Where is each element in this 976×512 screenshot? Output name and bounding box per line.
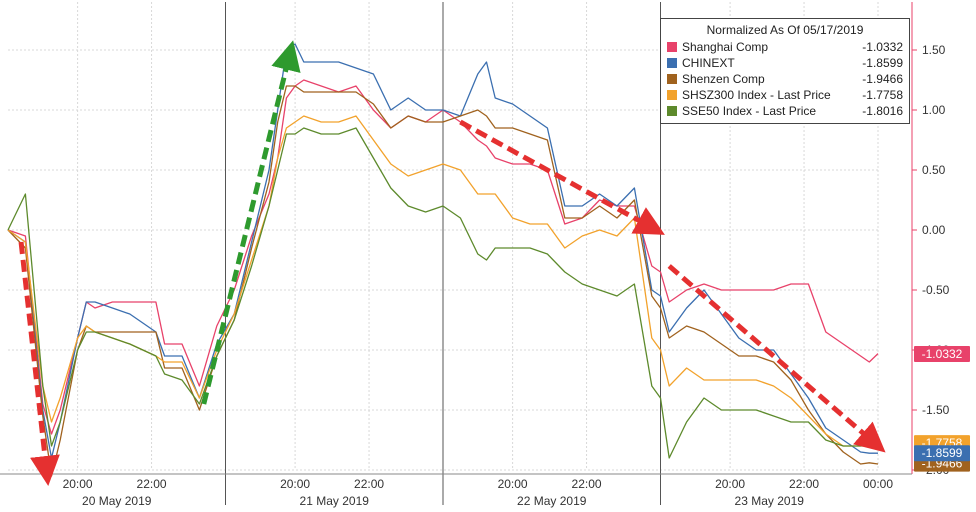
x-tick-label: 20:00 [715,477,745,491]
y-tick-label: 0.50 [922,163,946,177]
x-tick-label: 22:00 [137,477,167,491]
annotation-arrow [667,264,886,453]
day-label: 22 May 2019 [517,494,587,508]
value-tag-label: -1.8599 [922,446,963,460]
x-tick-label: 22:00 [572,477,602,491]
legend-entry: CHINEXT -1.8599 [667,55,903,71]
value-tag-label: -1.0332 [922,347,963,361]
y-tick-label: -1.50 [922,403,950,417]
legend-series-name: Shanghai Comp [682,40,769,54]
value-tag-box [914,345,970,362]
legend-series-name: SHSZ300 Index - Last Price [682,88,831,102]
legend-title: Normalized As Of 05/17/2019 [706,23,864,37]
y-tick-label: 1.00 [922,103,946,117]
legend-swatch [667,42,677,52]
annotation-arrow [201,40,301,405]
legend-swatch [667,74,677,84]
x-tick-label: 22:00 [789,477,819,491]
series-line-shenzen-comp [7,85,879,477]
y-tick-label: -0.50 [922,283,950,297]
series-line-sse50-index-last-price [7,127,878,459]
series-line-shanghai-comp [7,79,879,435]
legend-series-value: -1.9466 [862,72,903,86]
x-tick-label: 20:00 [280,477,310,491]
y-tick-label: 1.50 [922,43,946,57]
x-tick-label: 20:00 [498,477,528,491]
legend-series-value: -1.0332 [862,40,903,54]
x-tick-label: 00:00 [863,477,893,491]
day-label: 20 May 2019 [82,494,152,508]
value-tag-box [914,445,970,462]
annotation-arrow [459,119,665,235]
legend-swatch [667,106,677,116]
x-tick-label: 20:00 [63,477,93,491]
x-tick-label: 22:00 [354,477,384,491]
legend-series-value: -1.8599 [862,56,903,70]
day-label: 23 May 2019 [735,494,805,508]
legend-series-name: SSE50 Index - Last Price [682,104,817,118]
series-line-chinext [7,43,878,459]
legend-entry: Shenzen Comp -1.9466 [667,71,903,87]
legend-rows: Shanghai Comp -1.0332 CHINEXT -1.8599 Shenze… [667,39,903,119]
legend-entry: SSE50 Index - Last Price -1.8016 [667,103,903,119]
legend-swatch [667,90,677,100]
day-label: 21 May 2019 [300,494,370,508]
legend-series-name: Shenzen Comp [682,72,765,86]
annotation-arrow [18,241,60,486]
y-tick-label: 0.00 [922,223,946,237]
legend: Normalized As Of 05/17/2019 Shanghai Com… [660,18,910,124]
legend-entry: Shanghai Comp -1.0332 [667,39,903,55]
legend-swatch [667,58,677,68]
legend-entry: SHSZ300 Index - Last Price -1.7758 [667,87,903,103]
legend-series-value: -1.7758 [862,88,903,102]
legend-series-name: CHINEXT [682,56,735,70]
legend-series-value: -1.8016 [862,104,903,118]
